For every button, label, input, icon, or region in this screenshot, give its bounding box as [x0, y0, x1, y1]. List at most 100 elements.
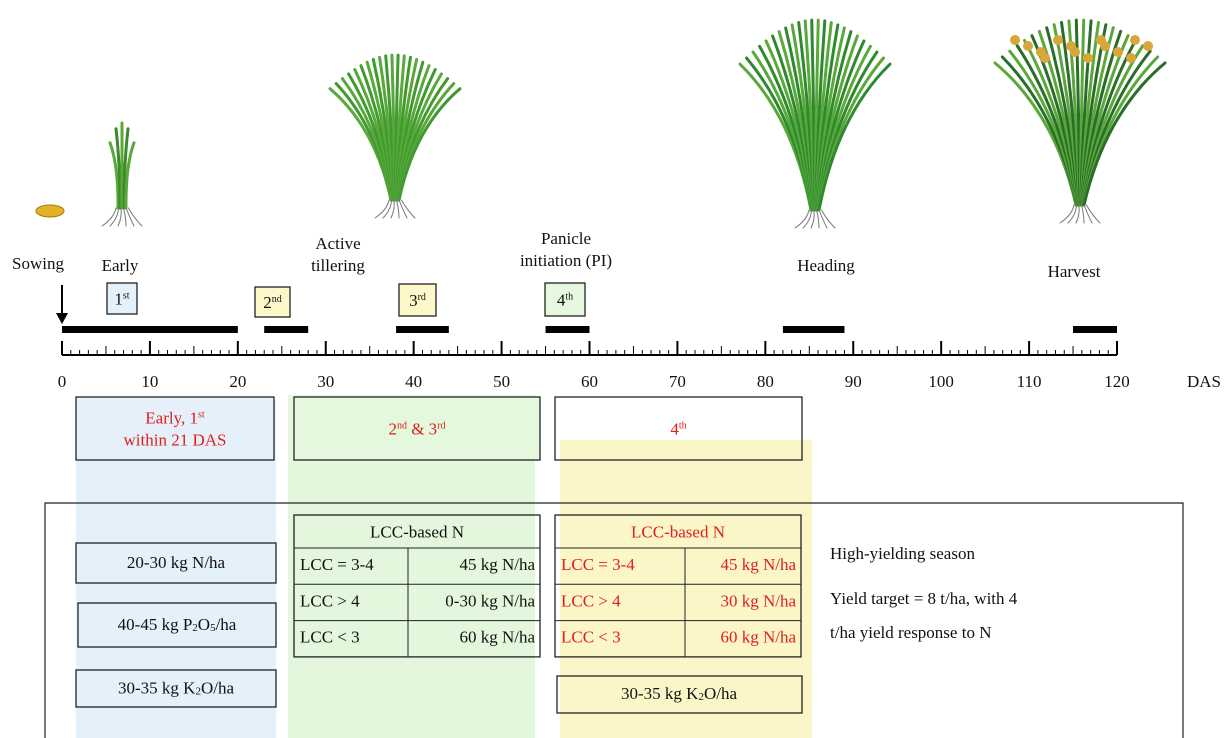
- application-window: [546, 326, 590, 333]
- grain: [1023, 41, 1033, 51]
- table-cell: LCC < 3: [561, 628, 621, 647]
- table-cell: 45 kg N/ha: [459, 555, 535, 574]
- note: t/ha yield response to N: [830, 623, 991, 642]
- grain: [1053, 35, 1063, 45]
- x-tick-label: 0: [58, 372, 67, 391]
- label: Early, 1st: [145, 408, 205, 427]
- grain: [1010, 35, 1020, 45]
- x-tick-label: 10: [141, 372, 158, 391]
- x-tick-label: 70: [669, 372, 686, 391]
- table-cell: LCC = 3-4: [561, 555, 635, 574]
- text-part: O: [198, 615, 210, 634]
- stage-label: tillering: [311, 256, 365, 275]
- diagram: Sowing Early Active tillering Panicle initiat…: [0, 0, 1224, 738]
- x-tick-label: 80: [757, 372, 774, 391]
- table-cell: LCC > 4: [561, 591, 621, 610]
- note: Yield target = 8 t/ha, with 4: [830, 589, 1018, 608]
- page: { "stages": [ {"lines": ["Sowing"]}, {"l…: [0, 0, 1224, 738]
- label: 40-45 kg P2O5/ha: [118, 615, 237, 634]
- application-window: [1073, 326, 1117, 333]
- leaf: [822, 210, 836, 228]
- leaf: [124, 208, 127, 226]
- x-tick-label: 100: [928, 372, 954, 391]
- text-part: within 21 DAS: [124, 430, 227, 449]
- label: 20-30 kg N/ha: [127, 553, 226, 572]
- table-cell: 30 kg N/ha: [720, 591, 796, 610]
- note: High-yielding season: [830, 544, 975, 563]
- table-title: LCC-based N: [631, 522, 725, 541]
- application-window: [396, 326, 449, 333]
- superscript: th: [679, 420, 687, 431]
- superscript: nd: [272, 294, 282, 305]
- leaf: [817, 210, 820, 228]
- application-window: [264, 326, 308, 333]
- stage-label: Early: [102, 256, 139, 275]
- grain: [1070, 47, 1080, 57]
- x-tick-label: 20: [229, 372, 246, 391]
- stage-label: Panicle: [541, 229, 591, 248]
- text-part: 30-35 kg K: [621, 684, 699, 703]
- text-part: & 3: [407, 419, 437, 438]
- table-cell: 0-30 kg N/ha: [445, 591, 535, 610]
- superscript: nd: [397, 420, 407, 431]
- x-tick-label: 50: [493, 372, 510, 391]
- table-cell: LCC > 4: [300, 591, 360, 610]
- leaf: [1087, 205, 1101, 223]
- text-part: O/ha: [201, 678, 235, 697]
- leaf: [402, 200, 416, 218]
- table-title: LCC-based N: [370, 522, 464, 541]
- grain: [1113, 47, 1123, 57]
- superscript: rd: [418, 292, 426, 303]
- grain: [1040, 53, 1050, 63]
- superscript: st: [198, 409, 205, 420]
- phase-box: [76, 397, 274, 460]
- grain: [1126, 53, 1136, 63]
- grain: [1100, 41, 1110, 51]
- text-part: 1: [114, 289, 123, 308]
- label: within 21 DAS: [124, 430, 227, 449]
- x-tick-label: 60: [581, 372, 598, 391]
- x-tick-label: 40: [405, 372, 422, 391]
- grain: [1083, 53, 1093, 63]
- table-cell: 60 kg N/ha: [720, 628, 796, 647]
- axis-unit: DAS: [1187, 372, 1221, 391]
- table-cell: LCC < 3: [300, 628, 360, 647]
- leaf: [375, 200, 389, 218]
- application-window: [783, 326, 845, 333]
- leaf: [397, 200, 400, 218]
- x-tick-label: 30: [317, 372, 334, 391]
- text-part: O/ha: [704, 684, 738, 703]
- grain: [1143, 41, 1153, 51]
- table-cell: LCC = 3-4: [300, 555, 374, 574]
- grain: [1130, 35, 1140, 45]
- stage-label: Sowing: [12, 254, 64, 273]
- text-part: /ha: [216, 615, 237, 634]
- seed: [36, 205, 64, 217]
- table-cell: 60 kg N/ha: [459, 628, 535, 647]
- superscript: st: [123, 290, 130, 301]
- leaf: [129, 208, 143, 226]
- x-tick-label: 90: [845, 372, 862, 391]
- text-part: 30-35 kg K: [118, 678, 196, 697]
- text-part: 3: [409, 291, 418, 310]
- x-tick-label: 110: [1017, 372, 1042, 391]
- text-part: 20-30 kg N/ha: [127, 553, 226, 572]
- plants: [36, 20, 1165, 228]
- text-part: 40-45 kg P: [118, 615, 193, 634]
- label: 30-35 kg K2O/ha: [621, 684, 737, 703]
- leaf: [102, 208, 116, 226]
- stage-label: initiation (PI): [520, 251, 612, 270]
- stage-label: Heading: [797, 256, 855, 275]
- x-tick-label: 120: [1104, 372, 1130, 391]
- label: 30-35 kg K2O/ha: [118, 678, 234, 697]
- text-part: Early, 1: [145, 408, 198, 427]
- text-part: 2: [388, 419, 397, 438]
- text-part: 2: [263, 293, 272, 312]
- superscript: rd: [437, 420, 445, 431]
- leaf: [1060, 205, 1074, 223]
- stage-label: Active: [315, 234, 360, 253]
- leaf: [795, 210, 809, 228]
- table-cell: 45 kg N/ha: [720, 555, 796, 574]
- application-window: [62, 326, 238, 333]
- label: 4th: [670, 419, 686, 438]
